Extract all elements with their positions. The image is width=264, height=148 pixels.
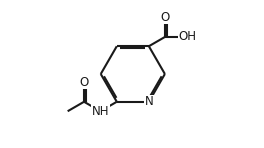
Text: N: N (144, 95, 153, 108)
Text: O: O (161, 11, 170, 24)
Text: OH: OH (179, 30, 197, 43)
Text: O: O (79, 76, 89, 89)
Text: NH: NH (92, 105, 109, 118)
